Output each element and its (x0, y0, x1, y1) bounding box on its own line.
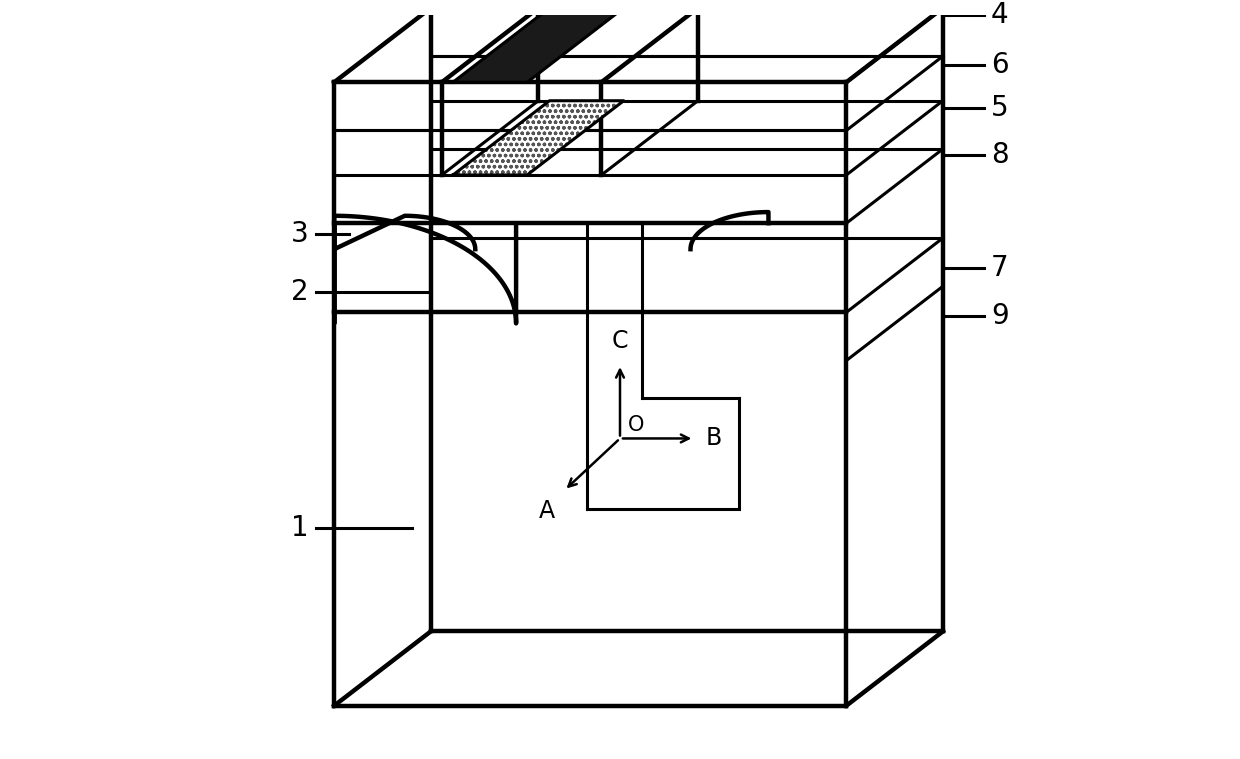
Text: B: B (706, 427, 722, 450)
Text: 2: 2 (290, 279, 309, 306)
Text: A: A (538, 499, 554, 523)
Text: 8: 8 (991, 141, 1008, 169)
Text: 9: 9 (991, 302, 1009, 330)
Polygon shape (453, 101, 624, 175)
Text: O: O (627, 414, 644, 435)
Polygon shape (453, 8, 624, 82)
Text: 6: 6 (991, 51, 1008, 79)
Text: 3: 3 (290, 220, 309, 248)
Text: 4: 4 (991, 2, 1008, 30)
Text: 5: 5 (991, 94, 1008, 122)
Text: 7: 7 (991, 254, 1008, 282)
Text: C: C (611, 329, 629, 353)
Text: 1: 1 (290, 514, 309, 541)
